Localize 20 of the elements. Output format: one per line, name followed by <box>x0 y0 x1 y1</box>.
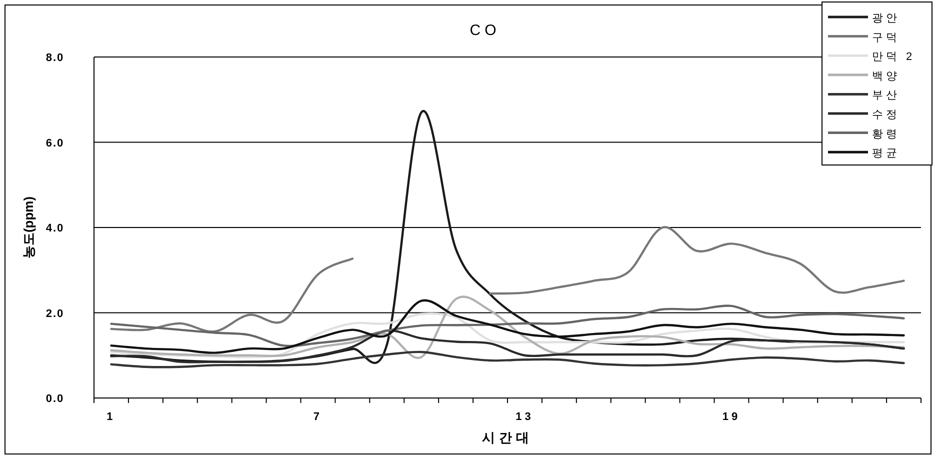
y-tick-label: 0.0 <box>46 393 64 405</box>
legend-label: 부산 <box>872 90 900 102</box>
legend-label: 백양 <box>872 70 900 82</box>
x-tick-label: 19 <box>722 411 741 423</box>
legend-label: 구덕 <box>872 32 900 44</box>
x-axis-title: 시간대 <box>482 430 533 445</box>
y-tick-label: 6.0 <box>46 137 64 150</box>
legend-label: 평균 <box>872 148 900 160</box>
y-tick-label: 4.0 <box>46 222 64 234</box>
legend-label: 만덕 2 <box>872 51 916 64</box>
x-tick-label: 13 <box>516 411 534 423</box>
x-tick-label: 7 <box>313 411 323 423</box>
y-tick-label: 8.0 <box>46 52 64 64</box>
legend-label: 황령 <box>872 128 900 140</box>
legend-label: 수정 <box>872 109 900 121</box>
chart-title: CO <box>470 22 500 39</box>
y-axis-title: 농도(ppm) <box>21 196 36 259</box>
x-tick-label: 1 <box>106 411 116 423</box>
legend-label: 광안 <box>872 12 900 24</box>
y-tick-label: 2.0 <box>46 308 64 320</box>
